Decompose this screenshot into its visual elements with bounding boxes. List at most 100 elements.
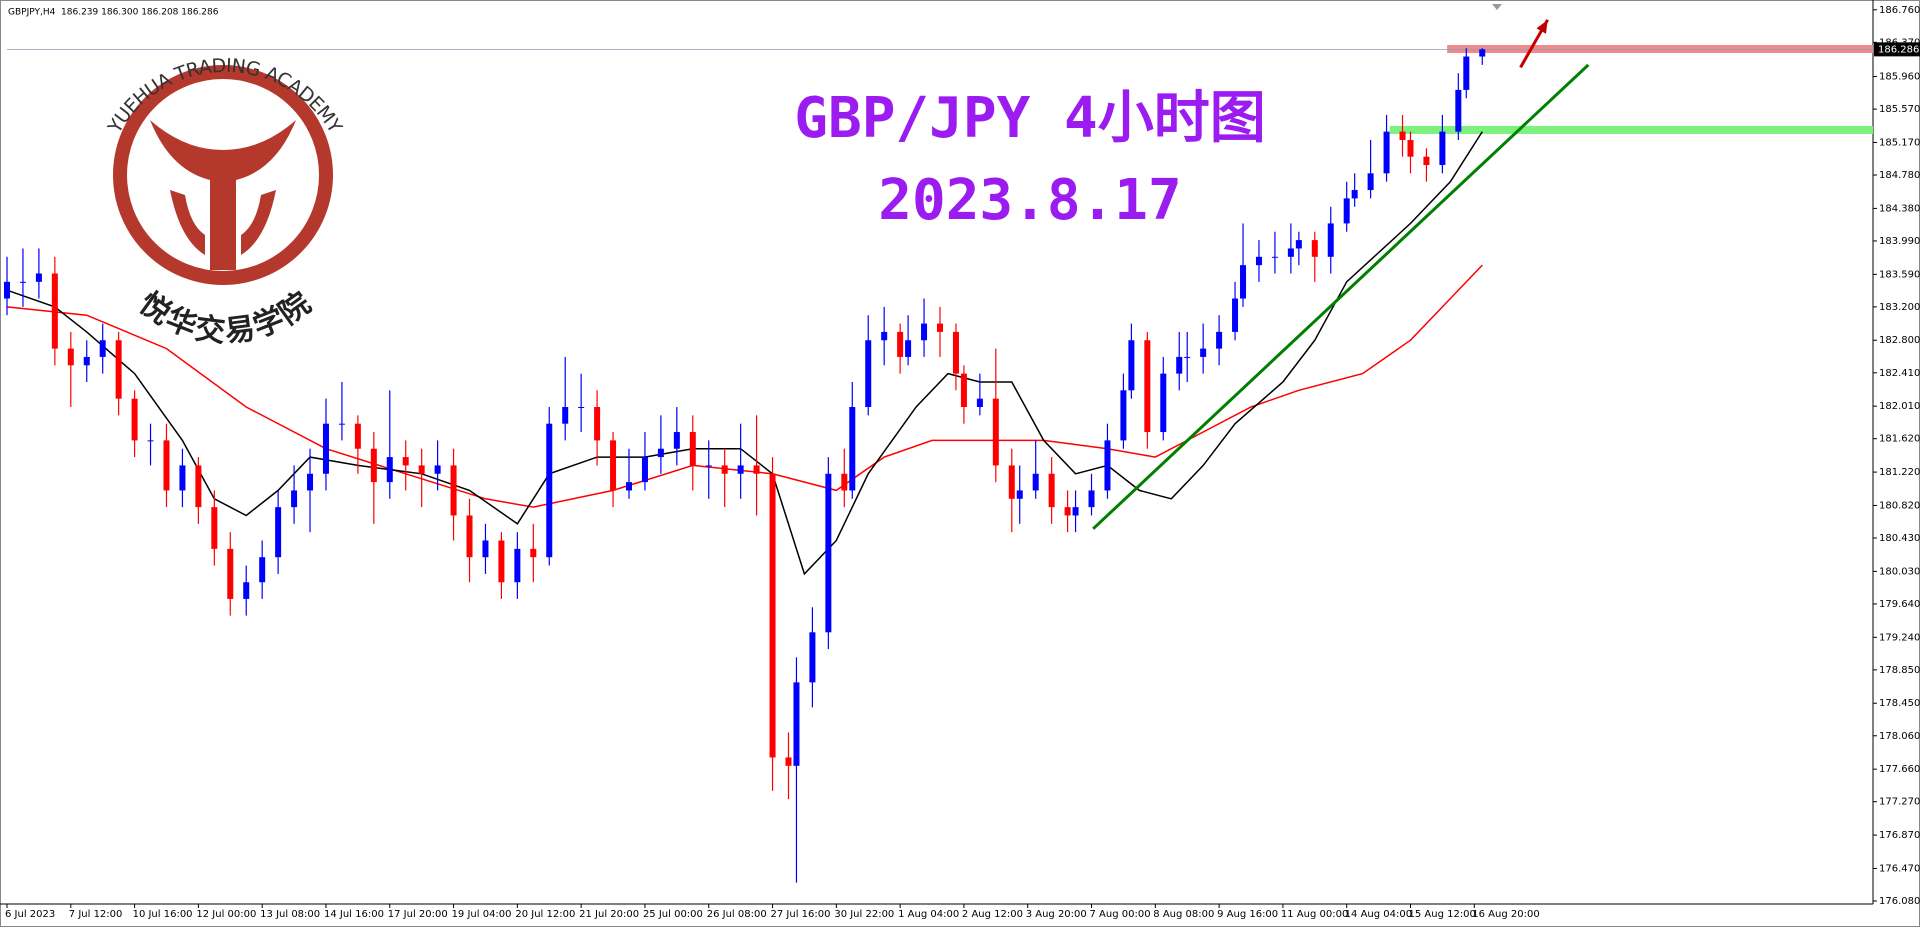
x-tick-label: 10 Jul 16:00 <box>133 909 193 920</box>
trendline <box>1092 63 1590 530</box>
candle-body <box>147 440 154 442</box>
candle-body <box>921 323 928 341</box>
candle-body <box>115 340 122 399</box>
y-tick-label: 178.060 <box>1879 731 1920 742</box>
candle-body <box>1255 256 1262 266</box>
candle-body <box>769 473 776 758</box>
y-tick-label: 179.640 <box>1879 599 1920 610</box>
y-tick-label: 185.570 <box>1879 104 1920 115</box>
x-tick-label: 9 Aug 16:00 <box>1217 909 1278 920</box>
title: GBP/JPY 4小时图 <box>794 86 1265 151</box>
candle-body <box>1128 340 1135 391</box>
candle-body <box>865 340 872 408</box>
candle-body <box>825 473 832 633</box>
candle-body <box>227 548 234 599</box>
y-tick-label: 177.660 <box>1879 764 1920 775</box>
candle-body <box>370 448 377 483</box>
x-tick-label: 11 Aug 00:00 <box>1281 909 1348 920</box>
y-tick-label: 184.780 <box>1879 170 1920 181</box>
y-tick-label: 185.170 <box>1879 137 1920 148</box>
candle-body <box>737 465 744 474</box>
y-tick-label: 178.450 <box>1879 698 1920 709</box>
x-tick-label: 25 Jul 00:00 <box>643 909 703 920</box>
x-tick-label: 13 Jul 08:00 <box>260 909 320 920</box>
candle-body <box>1240 265 1247 299</box>
x-tick-label: 14 Jul 16:00 <box>324 909 384 920</box>
candle-body <box>1383 131 1390 174</box>
candle-body <box>4 281 10 299</box>
candle-body <box>1144 340 1151 433</box>
x-tick-label: 20 Jul 12:00 <box>515 909 575 920</box>
candle-body <box>562 407 569 424</box>
y-tick-label: 182.410 <box>1879 368 1920 379</box>
candle-body <box>354 423 361 449</box>
candle-body <box>35 273 42 282</box>
candle-body <box>83 356 90 366</box>
candle-body <box>689 432 696 466</box>
candle-body <box>841 473 848 491</box>
candle-body <box>1160 373 1167 433</box>
candle-body <box>1407 139 1414 157</box>
moving-average <box>6 131 1483 576</box>
x-tick-label: 6 Jul 2023 <box>5 909 55 920</box>
candle-body <box>275 507 282 558</box>
candle-body <box>51 273 58 349</box>
x-tick-label: 21 Jul 20:00 <box>579 909 639 920</box>
y-tick-label: 177.270 <box>1879 797 1920 808</box>
candle-body <box>1216 331 1223 349</box>
candle-body <box>1088 490 1095 508</box>
candle-body <box>1008 465 1015 499</box>
candle-body <box>1423 156 1430 166</box>
candle-body <box>307 473 314 491</box>
candle-body <box>1184 356 1191 358</box>
candle-body <box>785 757 792 766</box>
candle-body <box>1048 473 1055 508</box>
candle-body <box>1295 240 1302 249</box>
candle-body <box>434 465 441 474</box>
plot <box>4 19 1873 883</box>
candle-body <box>530 548 537 558</box>
header: GBPJPY,H4 186.239 186.300 186.208 186.28… <box>8 8 219 18</box>
last-price-label: 186.286 <box>1878 44 1919 55</box>
candle-body <box>793 682 800 766</box>
candle-body <box>418 465 425 474</box>
candle-body <box>322 423 329 474</box>
candle-body <box>1287 248 1294 257</box>
candle-body <box>1032 473 1039 491</box>
candle-body <box>1311 240 1318 257</box>
candle-body <box>705 465 712 467</box>
candle-body <box>721 465 728 474</box>
y-tick-label: 176.080 <box>1879 896 1920 907</box>
candle-body <box>657 448 664 458</box>
candle-body <box>1064 507 1071 516</box>
y-tick-label: 183.590 <box>1879 269 1920 280</box>
y-tick-label: 182.800 <box>1879 335 1920 346</box>
x-tick-label: 3 Aug 20:00 <box>1026 909 1087 920</box>
candle-body <box>1399 131 1406 140</box>
candle-body <box>195 465 202 508</box>
candle-body <box>1343 198 1350 224</box>
x-tick-label: 16 Aug 20:00 <box>1472 909 1539 920</box>
candle-body <box>1104 440 1111 491</box>
x-tick-label: 7 Jul 12:00 <box>69 909 123 920</box>
candle-body <box>1176 356 1183 374</box>
candle-body <box>1455 89 1462 132</box>
candle-body <box>1120 390 1127 441</box>
candle-body <box>163 440 170 491</box>
subtitle: 2023.8.17 <box>878 168 1181 233</box>
x-tick-label: 14 Aug 04:00 <box>1345 909 1412 920</box>
x-tick-label: 19 Jul 04:00 <box>452 909 512 920</box>
candle-body <box>131 398 138 441</box>
x-tick-label: 2 Aug 12:00 <box>962 909 1023 920</box>
x-tick-label: 26 Jul 08:00 <box>707 909 767 920</box>
candle-body <box>1200 348 1207 357</box>
y-tick-label: 184.380 <box>1879 203 1920 214</box>
y-tick-label: 176.470 <box>1879 863 1920 874</box>
candle-body <box>976 398 983 408</box>
candle-body <box>1072 507 1079 516</box>
candle-body <box>905 340 912 357</box>
arrow-head <box>1536 19 1548 34</box>
candle-body <box>514 548 521 583</box>
